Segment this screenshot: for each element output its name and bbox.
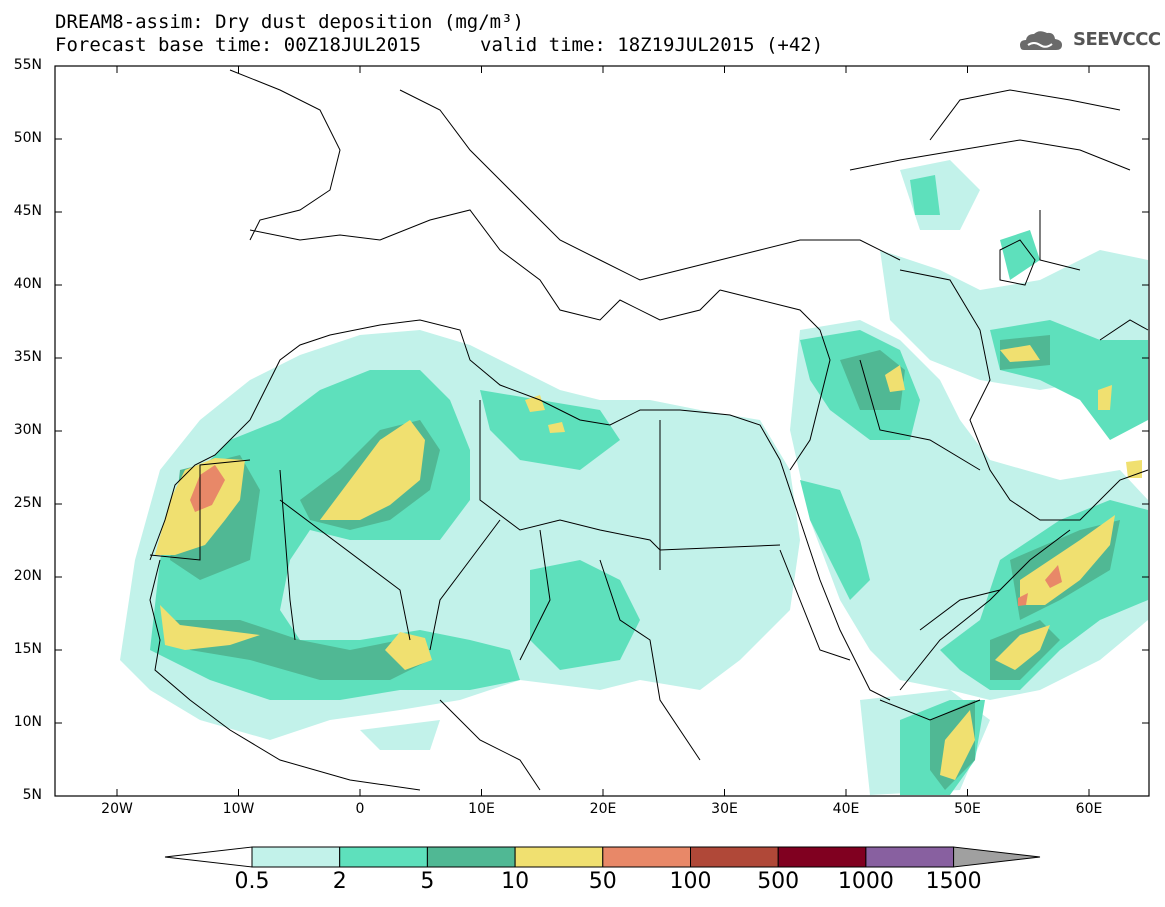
legend-over-arrow xyxy=(953,846,1041,868)
legend-swatch xyxy=(514,846,604,868)
legend-under-arrow xyxy=(164,846,253,868)
legend-swatch xyxy=(777,846,867,868)
country-borders xyxy=(149,69,1149,791)
legend-swatch xyxy=(426,846,516,868)
lat-label: 5N xyxy=(22,787,42,803)
legend-label: 1000 xyxy=(837,869,894,894)
legend-swatch xyxy=(251,846,341,868)
legend-label: 2 xyxy=(332,869,347,894)
lon-label: 20E xyxy=(589,801,617,817)
legend-label: 5 xyxy=(420,869,435,894)
logo-text: SEEVCCC xyxy=(1073,29,1161,50)
lat-label: 15N xyxy=(13,641,42,657)
legend-label: 1500 xyxy=(925,869,982,894)
lat-label: 50N xyxy=(13,130,42,146)
lat-label: 45N xyxy=(13,203,42,219)
legend-label: 10 xyxy=(501,869,530,894)
legend-label: 0.5 xyxy=(234,869,270,894)
legend-swatch xyxy=(602,846,691,868)
legend-swatch xyxy=(339,846,428,868)
cloud-icon xyxy=(1020,31,1062,50)
title-line-1: DREAM8-assim: Dry dust deposition (mg/m³… xyxy=(55,11,524,33)
lat-label: 35N xyxy=(13,349,42,365)
lat-label: 20N xyxy=(13,568,42,584)
title-line-2: Forecast base time: 00Z18JUL2015 xyxy=(55,34,422,56)
lon-label: 50E xyxy=(954,801,981,817)
lon-label: 40E xyxy=(832,801,860,817)
legend-label: 100 xyxy=(669,869,712,894)
lat-label: 55N xyxy=(13,57,42,73)
lon-label: 0 xyxy=(355,801,365,817)
lat-label: 10N xyxy=(13,714,42,730)
legend-label: 50 xyxy=(588,869,617,894)
lon-label: 20W xyxy=(101,801,133,817)
lat-label: 40N xyxy=(13,276,42,292)
lon-label: 10E xyxy=(468,801,495,817)
valid-time: valid time: 18Z19JUL2015 (+42) xyxy=(480,34,824,56)
lon-label: 60E xyxy=(1075,801,1103,817)
dust-fields xyxy=(120,160,1148,795)
axis-ticks xyxy=(55,65,1149,797)
legend-swatch xyxy=(690,846,779,868)
lat-label: 25N xyxy=(13,495,42,511)
legend-label: 500 xyxy=(757,869,800,894)
lon-label: 10W xyxy=(222,801,255,817)
lat-label: 30N xyxy=(13,422,42,438)
lon-label: 30E xyxy=(711,801,738,817)
legend-swatch xyxy=(865,846,955,868)
